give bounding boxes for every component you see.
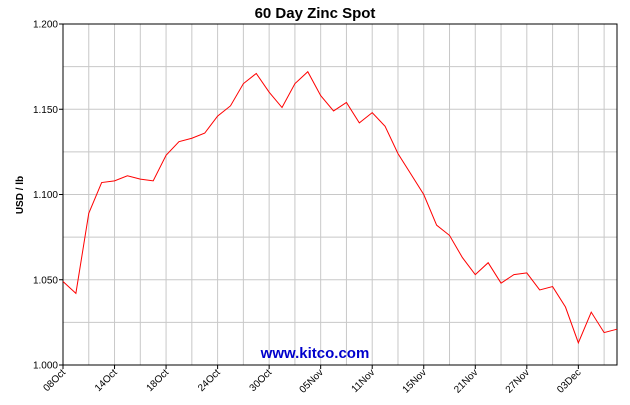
y-axis-label: USD / lb <box>15 176 26 214</box>
x-tick-label: 21Nov <box>452 367 480 395</box>
y-tick-label: 1.150 <box>33 105 58 116</box>
x-tick-label: 24Oct <box>196 367 223 394</box>
x-tick-label: 30Oct <box>248 367 275 394</box>
x-tick-label: 15Nov <box>401 367 429 395</box>
y-tick-label: 1.100 <box>33 190 58 201</box>
watermark: www.kitco.com <box>260 345 370 362</box>
series-group <box>62 70 618 345</box>
x-tick-label: 03Dec <box>555 367 583 395</box>
grid <box>63 24 617 365</box>
x-tick-label: 27Nov <box>504 367 532 395</box>
y-tick-label: 1.050 <box>33 275 58 286</box>
x-tick-label: 14Oct <box>93 367 120 394</box>
y-axis-ticks: 1.000 1.050 1.100 1.150 1.200 <box>33 20 63 372</box>
y-tick-label: 1.000 <box>33 361 58 372</box>
y-tick-label: 1.200 <box>33 20 58 31</box>
x-tick-label: 11Nov <box>350 367 378 395</box>
chart-title: 60 Day Zinc Spot <box>255 5 376 22</box>
x-axis-ticks: 08Oct 14Oct 18Oct 24Oct 30Oct 05Nov 11Nov 15Nov… <box>41 365 583 396</box>
series-line <box>62 70 618 345</box>
x-tick-label: 18Oct <box>145 367 172 394</box>
x-tick-label: 05Nov <box>298 367 326 395</box>
